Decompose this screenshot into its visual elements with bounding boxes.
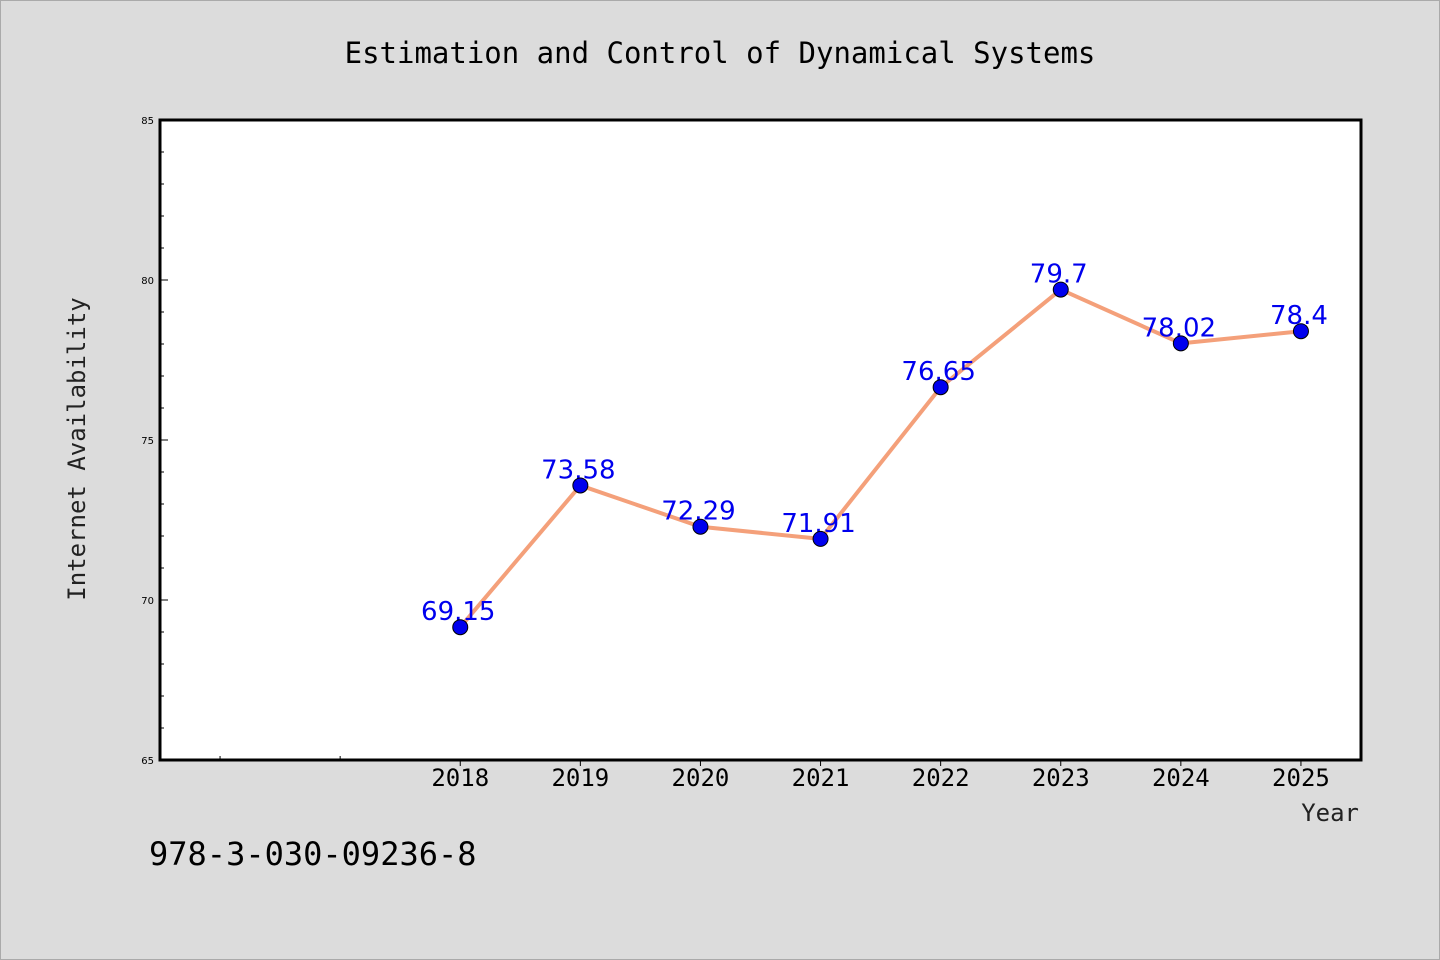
data-point <box>1292 323 1309 340</box>
chart-title: Estimation and Control of Dynamical Syst… <box>345 36 1096 70</box>
data-point <box>932 379 949 396</box>
x-tick-label: 2025 <box>1272 764 1330 792</box>
data-point <box>1172 335 1189 352</box>
y-tick-label: 75 <box>141 436 154 447</box>
data-point <box>812 530 829 547</box>
y-tick-label: 85 <box>141 116 154 127</box>
data-point <box>452 619 469 636</box>
y-axis-label: Internet Availability <box>63 297 91 600</box>
data-point <box>692 518 709 535</box>
x-tick-label: 2018 <box>431 764 489 792</box>
x-tick-label: 2023 <box>1032 764 1090 792</box>
x-tick-label: 2024 <box>1152 764 1210 792</box>
x-axis-label: Year <box>1301 799 1359 827</box>
y-tick-label: 70 <box>141 596 154 607</box>
data-point <box>1052 281 1069 298</box>
data-point <box>572 477 589 494</box>
plot-frame <box>158 118 1363 762</box>
x-axis-ticks: 2018 2019 2020 2021 2022 2023 2024 2025 <box>219 756 1330 792</box>
y-tick-label: 80 <box>141 276 154 287</box>
plot-area <box>160 120 1361 760</box>
x-tick-label: 2021 <box>792 764 850 792</box>
x-tick-label: 2019 <box>551 764 609 792</box>
isbn-annotation: 978-3-030-09236-8 <box>149 835 477 873</box>
y-tick-label: 65 <box>141 756 154 767</box>
series-line <box>458 287 1302 629</box>
x-tick-label: 2022 <box>912 764 970 792</box>
x-tick-label: 2020 <box>672 764 730 792</box>
